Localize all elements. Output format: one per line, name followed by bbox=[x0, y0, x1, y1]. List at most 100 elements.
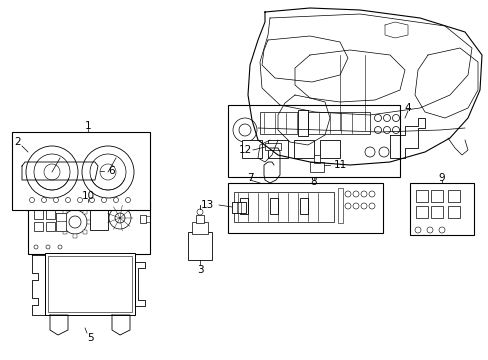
Circle shape bbox=[360, 191, 366, 197]
Circle shape bbox=[383, 114, 390, 122]
Circle shape bbox=[58, 245, 62, 249]
Bar bbox=[260, 112, 369, 134]
Bar bbox=[409, 183, 473, 235]
Text: 5: 5 bbox=[86, 333, 93, 343]
Bar bbox=[309, 162, 324, 172]
Circle shape bbox=[368, 191, 374, 197]
Bar bbox=[415, 206, 427, 218]
Circle shape bbox=[53, 198, 59, 202]
Circle shape bbox=[374, 126, 381, 134]
Circle shape bbox=[414, 227, 420, 233]
Text: 3: 3 bbox=[196, 265, 203, 275]
Text: 13: 13 bbox=[200, 200, 213, 210]
Bar bbox=[48, 256, 132, 312]
Bar bbox=[196, 215, 203, 223]
Bar bbox=[430, 206, 442, 218]
Bar bbox=[61, 164, 67, 178]
Bar bbox=[227, 105, 399, 177]
Bar bbox=[269, 198, 278, 214]
Circle shape bbox=[41, 198, 46, 202]
Bar bbox=[447, 206, 459, 218]
Circle shape bbox=[89, 198, 94, 202]
Bar bbox=[73, 234, 77, 238]
Bar bbox=[87, 220, 91, 224]
Bar bbox=[231, 202, 245, 213]
Bar bbox=[234, 192, 333, 222]
Circle shape bbox=[90, 154, 126, 190]
Circle shape bbox=[63, 210, 87, 234]
Circle shape bbox=[125, 198, 130, 202]
Bar bbox=[319, 140, 339, 158]
Circle shape bbox=[102, 198, 106, 202]
Circle shape bbox=[383, 126, 390, 134]
Bar bbox=[34, 222, 43, 231]
Bar bbox=[430, 190, 442, 202]
Circle shape bbox=[368, 203, 374, 209]
Circle shape bbox=[378, 147, 388, 157]
Bar bbox=[297, 110, 307, 136]
Bar bbox=[63, 210, 67, 214]
Bar bbox=[227, 183, 382, 233]
Circle shape bbox=[26, 146, 78, 198]
Bar bbox=[242, 140, 262, 158]
Circle shape bbox=[239, 124, 250, 136]
Text: 8: 8 bbox=[310, 177, 317, 187]
Bar bbox=[56, 213, 66, 231]
Bar bbox=[28, 164, 34, 178]
Bar bbox=[28, 202, 150, 254]
Bar bbox=[447, 190, 459, 202]
Bar bbox=[337, 188, 342, 223]
Text: 12: 12 bbox=[238, 145, 251, 155]
Bar bbox=[83, 230, 87, 234]
Circle shape bbox=[44, 164, 60, 180]
Bar bbox=[59, 220, 63, 224]
Bar bbox=[34, 210, 43, 219]
Circle shape bbox=[197, 209, 203, 215]
Bar bbox=[50, 164, 56, 178]
Bar bbox=[264, 143, 281, 150]
Bar bbox=[90, 208, 108, 230]
Circle shape bbox=[65, 198, 70, 202]
Bar bbox=[63, 230, 67, 234]
Circle shape bbox=[46, 245, 50, 249]
Circle shape bbox=[426, 227, 432, 233]
Bar bbox=[45, 253, 135, 315]
Bar bbox=[293, 140, 313, 158]
Text: 2: 2 bbox=[15, 137, 21, 147]
Text: 7: 7 bbox=[246, 173, 253, 183]
Bar bbox=[313, 155, 319, 163]
Bar bbox=[83, 164, 89, 178]
Bar bbox=[46, 210, 55, 219]
Text: 4: 4 bbox=[404, 103, 410, 113]
Circle shape bbox=[364, 147, 374, 157]
Text: 6: 6 bbox=[108, 166, 115, 176]
Bar bbox=[83, 210, 87, 214]
Circle shape bbox=[113, 198, 118, 202]
Circle shape bbox=[352, 203, 358, 209]
Circle shape bbox=[345, 191, 350, 197]
Text: 9: 9 bbox=[438, 173, 445, 183]
Bar bbox=[267, 140, 287, 158]
Circle shape bbox=[374, 114, 381, 122]
Bar bbox=[12, 132, 150, 210]
Bar bbox=[187, 232, 212, 260]
Text: 10: 10 bbox=[81, 191, 94, 201]
Bar bbox=[46, 222, 55, 231]
Circle shape bbox=[360, 203, 366, 209]
Circle shape bbox=[77, 198, 82, 202]
Bar bbox=[299, 198, 307, 214]
Circle shape bbox=[109, 207, 131, 229]
Circle shape bbox=[34, 154, 70, 190]
Bar bbox=[72, 164, 78, 178]
Bar bbox=[39, 164, 45, 178]
Circle shape bbox=[82, 146, 134, 198]
Circle shape bbox=[438, 227, 444, 233]
Circle shape bbox=[392, 126, 399, 134]
Circle shape bbox=[34, 245, 38, 249]
Bar bbox=[56, 213, 66, 221]
Bar bbox=[140, 215, 146, 223]
Bar bbox=[415, 190, 427, 202]
Text: 1: 1 bbox=[84, 121, 91, 131]
Circle shape bbox=[392, 114, 399, 122]
Circle shape bbox=[115, 213, 125, 223]
